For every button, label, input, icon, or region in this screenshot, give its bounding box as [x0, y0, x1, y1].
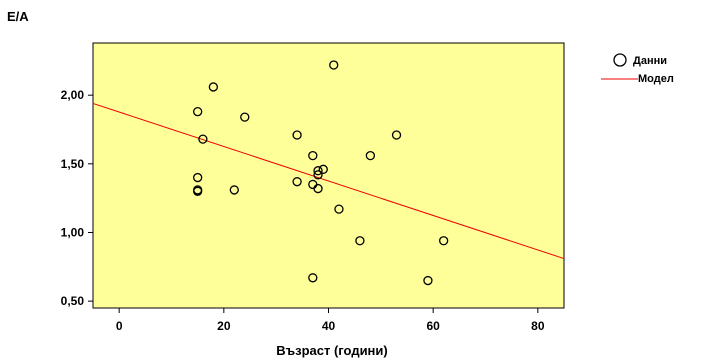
data-point	[329, 60, 339, 70]
legend-marker-data	[613, 53, 627, 67]
x-axis-label: Възраст (години)	[276, 343, 387, 358]
data-point	[198, 134, 208, 144]
axis-ticks: 0 20 40 60 80 0,50 1,00 1,50 2,00	[61, 88, 545, 333]
data-point	[308, 150, 318, 161]
data-point	[208, 82, 219, 92]
data-point	[334, 204, 344, 214]
data-points	[193, 60, 449, 286]
y-tick-label: 1,00	[61, 225, 85, 239]
y-tick-label: 0,50	[61, 294, 85, 308]
data-point	[292, 130, 302, 140]
data-point	[193, 107, 203, 117]
model-line	[92, 102, 565, 260]
legend-label-data: Данни	[633, 55, 667, 67]
y-tick-label: 1,50	[61, 157, 85, 171]
y-tick-label: 2,00	[61, 88, 85, 102]
data-point	[313, 170, 323, 180]
data-point	[193, 172, 203, 183]
x-tick-label: 60	[426, 319, 440, 333]
legend: Данни Модел	[601, 53, 674, 85]
data-point	[313, 183, 323, 194]
data-point	[292, 177, 302, 187]
data-point	[438, 236, 449, 246]
data-point	[365, 150, 376, 161]
data-point	[308, 273, 318, 283]
data-point	[313, 166, 323, 176]
data-point	[318, 164, 328, 174]
x-tick-label: 20	[217, 319, 231, 333]
data-point	[423, 275, 433, 286]
data-point	[240, 112, 250, 122]
y-axis-label: E/A	[7, 9, 29, 24]
x-tick-label: 40	[322, 319, 336, 333]
data-point	[391, 130, 402, 140]
data-point	[355, 236, 365, 246]
x-tick-label: 0	[116, 319, 123, 333]
data-point	[193, 186, 203, 196]
legend-label-model: Модел	[638, 73, 674, 85]
plot-area	[92, 42, 565, 309]
x-tick-label: 80	[531, 319, 545, 333]
data-point	[229, 185, 239, 195]
